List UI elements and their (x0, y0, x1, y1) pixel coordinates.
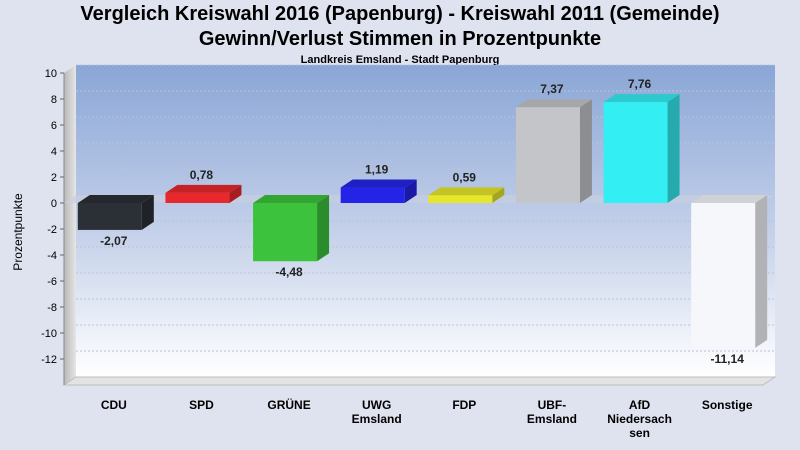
bar-side (229, 184, 242, 203)
bar-grüne (253, 195, 330, 262)
bar-uwg-emsland (340, 179, 417, 203)
x-category-label: AfD Niedersach sen (607, 398, 672, 440)
bar-top (340, 179, 417, 188)
y-tick-label: -10 (41, 328, 57, 340)
bar-front (515, 107, 580, 203)
y-tick-label: 4 (51, 146, 57, 158)
bar-fdp (428, 187, 505, 203)
bar-front (340, 187, 405, 203)
bar-front (253, 203, 318, 262)
data-label: 0,59 (453, 170, 477, 184)
y-tick-label: 0 (51, 198, 57, 210)
x-category-label: UBF-Emsland (527, 398, 577, 426)
data-label: 7,37 (540, 82, 564, 96)
bar-sonstige (691, 195, 768, 348)
bar-side (404, 179, 417, 203)
y-tick-label: 8 (51, 94, 57, 106)
y-tick-label: -6 (47, 276, 57, 288)
y-tick-label: -2 (47, 224, 57, 236)
bar-spd (165, 184, 242, 203)
data-label: -11,14 (711, 352, 745, 366)
bar-afd-niedersach-sen (603, 94, 680, 203)
bar-front (428, 195, 493, 203)
bar-side (492, 187, 505, 203)
bar-ubf--emsland (515, 99, 592, 203)
bar-side (755, 195, 768, 348)
y-tick-label: -12 (41, 354, 57, 366)
zero-plane (64, 195, 775, 203)
chart-title: Vergleich Kreiswahl 2016 (Papenburg) - K… (80, 3, 720, 25)
data-label: -2,07 (100, 234, 128, 248)
x-category-label: UWG Emsland (352, 398, 402, 426)
bar-side (667, 94, 680, 203)
bar-front (603, 102, 668, 203)
bar-top (515, 99, 592, 108)
x-category-label: SPD (189, 398, 214, 412)
y-tick-label: 2 (51, 172, 57, 184)
data-label: -4,48 (275, 265, 303, 279)
y-tick-label: -4 (47, 250, 57, 262)
y-tick-label: -8 (47, 302, 57, 314)
y-tick-label: 10 (45, 68, 57, 80)
x-category-label: CDU (101, 398, 127, 412)
plot-left-wall (64, 65, 76, 385)
bar-side (141, 195, 154, 230)
data-label: 7,76 (628, 77, 652, 91)
bar-cdu (77, 195, 154, 230)
chart-subtitle-line2: Gewinn/Verlust Stimmen in Prozentpunkte (198, 28, 602, 50)
bar-front (165, 192, 230, 203)
bar-top (603, 94, 680, 103)
x-category-label: GRÜNE (267, 397, 310, 412)
bar-top (77, 195, 154, 203)
plot-floor (62, 376, 777, 386)
x-category-label: FDP (452, 398, 476, 412)
data-label: 1,19 (365, 163, 389, 177)
bar-top (691, 195, 768, 203)
bar-side (317, 195, 330, 262)
y-tick-label: 6 (51, 120, 57, 132)
x-category-label: Sonstige (702, 398, 753, 412)
data-label: 0,78 (190, 168, 214, 182)
bar-top (253, 195, 330, 203)
chart-subtitle: Landkreis Emsland - Stadt Papenburg (300, 54, 500, 66)
bar-front (691, 203, 756, 348)
bar-side (579, 99, 592, 203)
bar-top (165, 184, 242, 193)
bar-top (428, 187, 505, 196)
y-axis-label: Prozentpunkte (11, 193, 25, 271)
bar-front (77, 203, 142, 230)
